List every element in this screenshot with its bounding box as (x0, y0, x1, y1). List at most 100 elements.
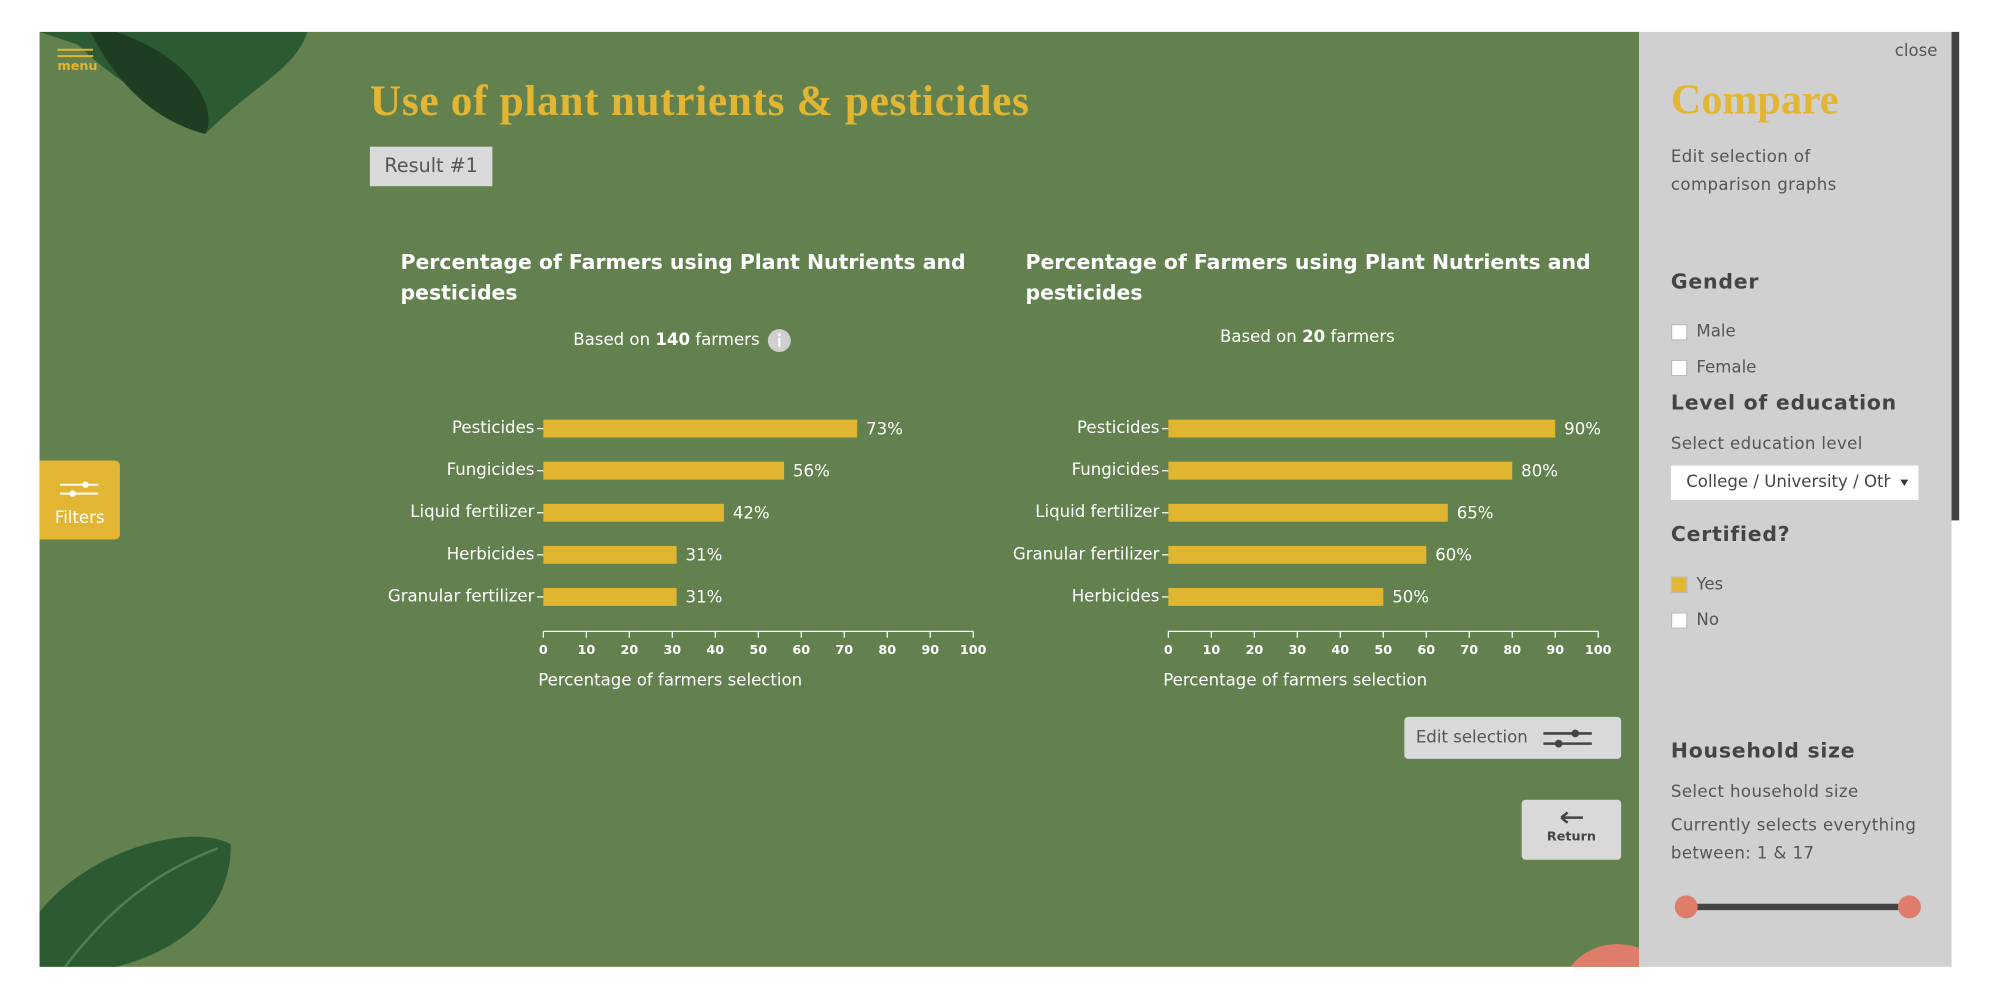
category-label: Granular fertilizer (388, 586, 535, 605)
chart-title: Percentage of Farmers using Plant Nutrie… (1025, 249, 1591, 305)
category-label: Fungicides (447, 460, 535, 479)
result-label: Result #1 (369, 146, 493, 187)
x-tick-label: 40 (1331, 643, 1349, 658)
x-tick-label: 70 (1460, 643, 1478, 658)
close-button[interactable]: close (1894, 42, 1938, 62)
info-dot (777, 333, 781, 337)
checkbox (1670, 359, 1688, 376)
category-label: Liquid fertilizer (410, 502, 534, 521)
education-select[interactable]: College / University / Other (1670, 465, 1919, 500)
certified-options: Yes No (1670, 568, 1723, 638)
x-tick-label: 10 (577, 643, 595, 658)
bar (543, 419, 858, 438)
x-tick-label: 80 (1503, 643, 1521, 658)
filters-label: Filters (54, 508, 105, 529)
value-label: 31% (686, 546, 723, 565)
value-label: 73% (866, 419, 903, 438)
bar (543, 588, 677, 606)
info-icon (767, 329, 791, 353)
x-tick-label: 40 (706, 643, 724, 658)
option-label: No (1696, 610, 1719, 630)
checkbox (1670, 576, 1688, 594)
edit-selection-button[interactable]: Edit selection (1404, 716, 1622, 759)
x-tick-label: 90 (1546, 643, 1564, 658)
category-label: Pesticides (452, 418, 534, 437)
select-arrow (1900, 478, 1909, 486)
category-label: Granular fertilizer (1013, 544, 1160, 563)
return-button[interactable]: Return (1521, 799, 1622, 860)
bar (543, 461, 785, 480)
page-title: Use of plant nutrients & pesticides (369, 77, 1030, 125)
field-label: Select household size (1670, 783, 1859, 803)
value-label: 80% (1521, 461, 1558, 480)
x-tick-label: 80 (878, 643, 896, 658)
chart: Percentage of Farmers using Plant Nutrie… (357, 245, 995, 717)
value-label: 42% (733, 504, 770, 523)
household-slider[interactable] (1665, 894, 1933, 920)
subtitle-count: 20 (1302, 327, 1326, 347)
x-tick-label: 30 (1288, 643, 1306, 658)
x-tick-label: 90 (921, 643, 939, 658)
filters-button[interactable]: Filters (39, 460, 120, 540)
edit-selection-label: Edit selection (1415, 728, 1528, 748)
bar (543, 503, 724, 522)
x-tick-label: 20 (620, 643, 638, 658)
bar (1168, 461, 1513, 480)
field-label: Select education level (1670, 434, 1863, 455)
section-heading: Gender (1670, 269, 1760, 294)
subtitle-count: 140 (655, 330, 690, 351)
x-tick-label: 60 (792, 643, 810, 658)
value-label: 60% (1435, 546, 1472, 565)
x-tick-label: 20 (1245, 643, 1263, 658)
chart-title: Percentage of Farmers using Plant Nutrie… (400, 249, 966, 305)
value-label: 50% (1392, 588, 1429, 607)
x-tick-label: 60 (1417, 643, 1435, 658)
decoration (39, 31, 1640, 967)
category-label: Fungicides (1072, 460, 1160, 479)
value-label: 31% (686, 588, 723, 607)
subtitle-suffix: farmers (1330, 327, 1395, 347)
bar (1168, 588, 1384, 606)
select-value: College / University / Other (1686, 473, 1891, 493)
x-tick-label: 0 (539, 643, 548, 658)
bar (1168, 503, 1448, 522)
x-axis-label: Percentage of farmers selection (1163, 671, 1427, 690)
subtitle-suffix: farmers (695, 330, 760, 351)
x-tick-label: 100 (960, 643, 987, 658)
section-heading: Certified? (1670, 521, 1791, 546)
checkbox-option[interactable]: Male (1670, 315, 1756, 350)
x-tick-label: 0 (1164, 643, 1173, 658)
chart-subtitle: Based on 140 farmers (357, 328, 1008, 354)
section-heading: Level of education (1670, 390, 1897, 415)
value-label: 90% (1564, 419, 1601, 438)
household-status: Currently selects everything between: 1 … (1670, 816, 1917, 864)
compare-panel: close Compare Edit selection of comparis… (1639, 31, 1960, 967)
menu-button[interactable]: menu (57, 59, 98, 74)
checkbox-option[interactable]: No (1670, 603, 1723, 638)
subtitle-prefix: Based on (573, 330, 651, 351)
return-icon (1560, 811, 1583, 824)
category-label: Pesticides (1077, 418, 1159, 437)
edit-icon (1543, 728, 1592, 747)
compare-title: Compare (1670, 77, 1839, 124)
main-area: menu Use of plant nutrients & pesticides… (39, 31, 1640, 967)
checkbox (1670, 324, 1688, 341)
x-tick-label: 50 (1374, 643, 1392, 658)
x-tick-label: 50 (749, 643, 767, 658)
bar (1168, 545, 1427, 564)
bar (1168, 419, 1556, 438)
subtitle-prefix: Based on (1219, 327, 1297, 347)
bar-chart: Pesticides 90% Fungicides 80% Liquid fertili… (1013, 418, 1612, 690)
checkbox-option[interactable]: Yes (1670, 568, 1723, 603)
option-label: Male (1696, 323, 1736, 343)
gender-options: Male Female (1670, 315, 1756, 385)
value-label: 65% (1457, 504, 1494, 523)
x-tick-label: 30 (663, 643, 681, 658)
x-tick-label: 70 (835, 643, 853, 658)
x-axis-label: Percentage of farmers selection (538, 671, 802, 690)
scrollbar[interactable] (1951, 31, 1960, 521)
bar (543, 545, 677, 564)
checkbox-option[interactable]: Female (1670, 350, 1756, 385)
chart: Percentage of Farmers using Plant Nutrie… (982, 245, 1620, 717)
